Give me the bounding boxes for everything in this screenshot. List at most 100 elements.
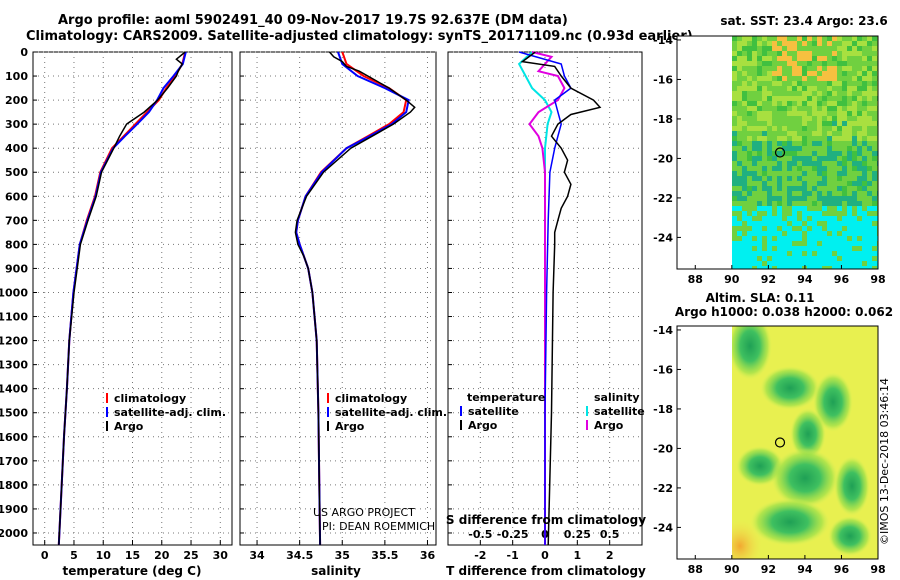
sst-cell — [857, 186, 862, 191]
sla-map-title: Altim. SLA: 0.11 — [706, 291, 815, 305]
sst-cell — [822, 166, 827, 171]
sst-cell — [847, 96, 852, 101]
sst-cell — [852, 126, 857, 131]
sst-cell — [847, 166, 852, 171]
sst-cell — [752, 76, 757, 81]
sst-cell — [772, 61, 777, 66]
sst-cell — [822, 241, 827, 246]
sst-cell — [827, 111, 832, 116]
sst-cell — [862, 76, 867, 81]
sst-cell — [742, 226, 747, 231]
sst-cell — [827, 61, 832, 66]
sst-cell — [817, 171, 822, 176]
sst-cell — [797, 186, 802, 191]
sst-cell — [872, 176, 877, 181]
sst-cell — [732, 206, 737, 211]
sst-cell — [767, 91, 772, 96]
sst-cell — [757, 156, 762, 161]
sst-cell — [842, 61, 847, 66]
sst-cell — [812, 101, 817, 106]
sst-cell — [827, 186, 832, 191]
sst-cell — [872, 136, 877, 141]
sst-cell — [827, 86, 832, 91]
sst-cell — [762, 71, 767, 76]
sst-cell — [777, 136, 782, 141]
sst-cell — [852, 266, 857, 269]
sst-cell — [852, 106, 857, 111]
sst-cell — [777, 36, 782, 41]
sst-cell — [797, 251, 802, 256]
sst-cell — [782, 156, 787, 161]
sst-cell — [862, 186, 867, 191]
map-lat-label: -16 — [653, 73, 673, 86]
sst-cell — [847, 171, 852, 176]
sst-cell — [732, 81, 737, 86]
sst-cell — [762, 226, 767, 231]
sst-cell — [767, 76, 772, 81]
sst-cell — [822, 131, 827, 136]
sst-cell — [782, 116, 787, 121]
sst-cell — [842, 161, 847, 166]
sst-cell — [752, 81, 757, 86]
sst-cell — [752, 141, 757, 146]
sst-cell — [767, 231, 772, 236]
sst-cell — [817, 246, 822, 251]
sst-cell — [802, 236, 807, 241]
sst-cell — [872, 146, 877, 151]
sst-cell — [792, 181, 797, 186]
sst-cell — [837, 256, 842, 261]
sst-cell — [822, 246, 827, 251]
sst-cell — [782, 61, 787, 66]
sst-cell — [802, 231, 807, 236]
argo-position-marker — [774, 437, 786, 448]
sst-cell — [827, 46, 832, 51]
sst-cell — [737, 96, 742, 101]
sst-cell — [822, 136, 827, 141]
sst-cell — [797, 211, 802, 216]
sst-cell — [782, 196, 787, 201]
map-lat-label: -14 — [653, 324, 673, 337]
sst-cell — [862, 256, 867, 261]
sst-cell — [872, 266, 877, 269]
sst-cell — [737, 261, 742, 266]
sst-cell — [812, 81, 817, 86]
sst-cell — [807, 156, 812, 161]
sst-cell — [772, 146, 777, 151]
sst-cell — [742, 181, 747, 186]
sst-cell — [772, 216, 777, 221]
sst-cell — [762, 241, 767, 246]
sst-cell — [797, 181, 802, 186]
sla-blob — [828, 516, 872, 556]
sst-cell — [777, 166, 782, 171]
depth-tick-label: 1300 — [0, 359, 28, 372]
sst-cell — [832, 146, 837, 151]
sst-cell — [737, 61, 742, 66]
sst-cell — [797, 36, 802, 41]
sst-cell — [747, 41, 752, 46]
sst-cell — [777, 121, 782, 126]
sst-cell — [752, 46, 757, 51]
sst-cell — [817, 231, 822, 236]
sst-cell — [837, 176, 842, 181]
sst-cell — [747, 231, 752, 236]
sst-cell — [787, 86, 792, 91]
sst-cell — [837, 51, 842, 56]
sst-cell — [827, 181, 832, 186]
sst-cell — [812, 106, 817, 111]
sst-cell — [867, 106, 872, 111]
sst-cell — [797, 86, 802, 91]
depth-tick-label: 1200 — [0, 335, 28, 348]
sst-cell — [747, 61, 752, 66]
sst-cell — [777, 96, 782, 101]
sst-cell — [852, 261, 857, 266]
sst-cell — [827, 221, 832, 226]
sst-cell — [772, 111, 777, 116]
sst-cell — [817, 81, 822, 86]
sst-cell — [777, 191, 782, 196]
sst-cell — [822, 151, 827, 156]
sst-cell — [792, 131, 797, 136]
sst-cell — [827, 241, 832, 246]
sst-cell — [832, 116, 837, 121]
sst-cell — [842, 56, 847, 61]
sst-cell — [837, 246, 842, 251]
